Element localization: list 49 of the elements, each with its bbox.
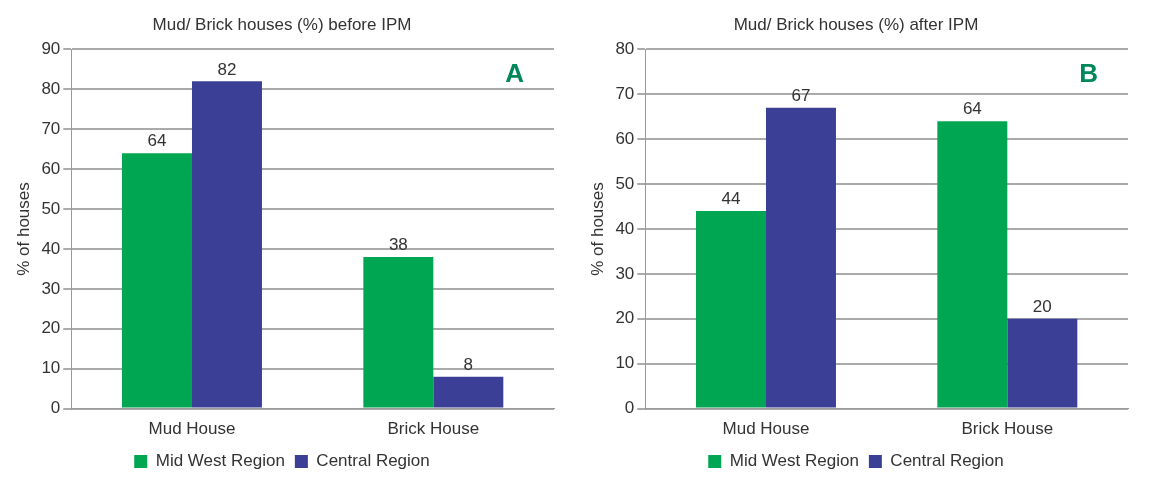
bar: [695, 211, 766, 408]
legend-label: Mid West Region: [729, 451, 859, 471]
y-tick-label: 90: [41, 39, 61, 59]
data-label: 82: [217, 59, 237, 79]
bar: [191, 81, 262, 408]
bar: [363, 256, 434, 408]
y-tick-label: 30: [41, 278, 61, 298]
legend-label: Central Region: [890, 451, 1004, 471]
x-tick-label: Mud House: [722, 419, 810, 439]
annotation: B: [1079, 57, 1098, 88]
y-tick-label: 50: [41, 198, 61, 218]
y-tick-label: 0: [50, 398, 61, 418]
chart-title: Mud/ Brick houses (%) after IPM: [733, 14, 979, 34]
legend-label: Mid West Region: [155, 451, 285, 471]
y-tick-label: 60: [41, 158, 61, 178]
y-tick-label: 60: [615, 128, 635, 148]
bar: [1007, 318, 1078, 408]
bar: [433, 376, 504, 408]
data-label: 8: [463, 354, 474, 374]
x-tick-label: Brick House: [387, 419, 480, 439]
data-label: 38: [388, 235, 408, 255]
y-tick-label: 70: [615, 83, 635, 103]
bar: [121, 153, 192, 408]
y-tick-label: 20: [41, 318, 61, 338]
bar: [765, 107, 836, 408]
y-tick-label: 40: [41, 238, 61, 258]
annotation: A: [505, 57, 525, 88]
bar: [937, 121, 1008, 408]
y-tick-label: 40: [615, 218, 635, 238]
y-tick-label: 10: [615, 353, 635, 373]
y-tick-label: 50: [615, 173, 635, 193]
y-tick-label: 20: [615, 308, 635, 328]
data-label: 44: [721, 189, 741, 209]
y-tick-label: 80: [41, 79, 61, 98]
data-label: 67: [791, 85, 811, 105]
data-label: 64: [147, 131, 167, 151]
y-tick-label: 70: [41, 118, 61, 138]
y-axis-title: % of houses: [13, 182, 33, 276]
data-label: 20: [1032, 296, 1052, 316]
y-tick-label: 10: [41, 358, 61, 378]
x-tick-label: Brick House: [961, 419, 1054, 439]
legend-label: Central Region: [316, 451, 430, 471]
data-label: 64: [962, 99, 982, 119]
y-tick-label: 0: [624, 398, 635, 418]
y-tick-label: 80: [615, 39, 635, 59]
chart-title: Mud/ Brick houses (%) before IPM: [152, 14, 412, 34]
y-tick-label: 30: [615, 263, 635, 283]
x-tick-label: Mud House: [148, 419, 236, 439]
y-axis-title: % of houses: [587, 182, 607, 276]
